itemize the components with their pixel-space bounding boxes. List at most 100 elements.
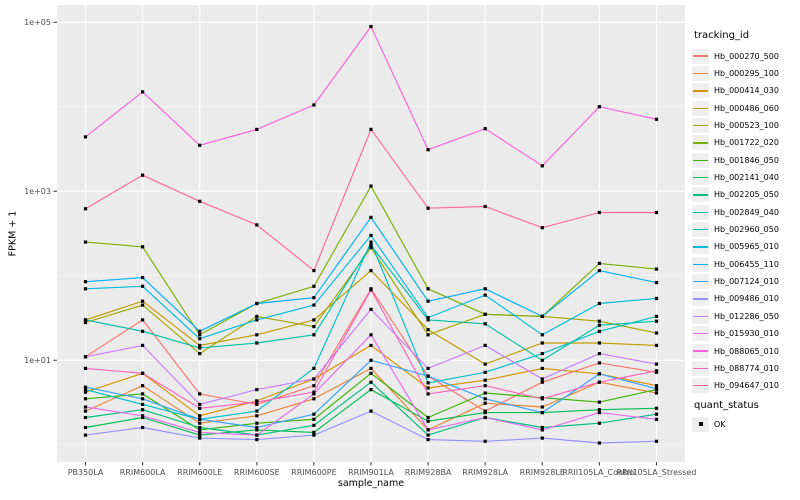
data-point — [654, 319, 659, 323]
data-point — [540, 411, 544, 415]
data-point — [369, 380, 373, 384]
legend-item-label: Hb_009486_010 — [714, 294, 779, 304]
legend-color-line — [693, 107, 708, 109]
legend-item-label: Hb_002849_040 — [714, 207, 779, 217]
legend-item: Hb_002205_050 — [692, 187, 798, 203]
data-point — [312, 103, 316, 107]
data-point — [369, 307, 373, 311]
data-point — [255, 314, 259, 318]
data-point — [426, 316, 430, 320]
data-point — [597, 319, 601, 323]
legend-item: Hb_000295_100 — [692, 65, 798, 82]
legend-item: Hb_012286_050 — [692, 308, 798, 324]
data-point — [83, 409, 88, 413]
legend-item-label: Hb_001722_020 — [714, 138, 779, 148]
data-point — [654, 331, 659, 335]
data-point — [198, 329, 202, 333]
data-point — [597, 301, 601, 306]
legend-item-label: Hb_088774_010 — [714, 363, 779, 373]
data-point — [426, 318, 430, 322]
legend-color-line — [693, 280, 708, 283]
data-point — [312, 397, 316, 401]
legend-item-label: Hb_001846_050 — [714, 155, 779, 165]
data-point — [597, 421, 601, 425]
legend-item: Hb_015930_010 — [692, 326, 798, 342]
legend-item: Hb_001846_050 — [692, 152, 798, 168]
data-point — [483, 370, 487, 374]
x-tick-label: RRIM901LA — [348, 468, 394, 477]
data-point — [540, 352, 544, 356]
y-tick-label: 1e+05 — [24, 18, 51, 27]
data-point — [654, 369, 659, 373]
data-point — [369, 24, 373, 29]
data-point — [654, 267, 659, 271]
legend-item: Hb_000414_030 — [692, 83, 798, 99]
data-point — [83, 135, 88, 139]
data-point — [540, 377, 544, 381]
data-point — [255, 301, 259, 306]
legend-title: tracking_id — [694, 30, 750, 41]
legend-key-line-icon — [692, 204, 709, 220]
data-point — [141, 299, 145, 303]
data-point — [654, 362, 659, 366]
data-point — [654, 210, 659, 215]
data-point — [83, 397, 88, 401]
data-point — [540, 436, 544, 440]
legend-items: Hb_000270_500 Hb_000295_100 Hb_000414_030 H… — [692, 48, 798, 394]
data-point — [654, 314, 659, 318]
data-point — [369, 288, 373, 292]
data-point — [426, 328, 430, 332]
data-point — [312, 384, 316, 388]
data-point — [369, 371, 373, 375]
data-point — [654, 343, 659, 347]
data-point — [369, 233, 373, 237]
legend-color-line — [693, 298, 708, 300]
data-point — [483, 415, 487, 420]
legend-item-label: Hb_002205_050 — [714, 190, 779, 200]
data-point — [540, 333, 544, 337]
legend-item-label: Hb_002960_050 — [714, 225, 779, 235]
data-point — [141, 284, 145, 288]
data-point — [141, 392, 145, 396]
data-point — [198, 428, 202, 432]
legend-key-line-icon — [692, 308, 709, 324]
legend-color-line — [693, 367, 708, 370]
legend-quant-status: quant_status OK — [692, 400, 798, 433]
x-tick-label: RRII105LA_Stressed — [617, 468, 697, 477]
legend-key-line-icon — [692, 239, 709, 255]
legend-color-line — [693, 263, 708, 265]
legend-key-line-icon — [692, 378, 709, 394]
data-point — [255, 341, 259, 345]
data-point — [426, 148, 430, 152]
data-point — [369, 127, 373, 131]
data-point — [83, 425, 88, 430]
data-point — [597, 105, 601, 109]
data-point — [654, 384, 659, 388]
legend-color-line — [693, 159, 708, 161]
legend-key-line-icon — [692, 48, 709, 64]
legend-item-ok: OK — [692, 416, 798, 432]
data-point — [369, 409, 373, 413]
legend-key-line-icon — [692, 100, 709, 116]
data-point — [540, 341, 544, 345]
data-point — [141, 329, 145, 333]
data-point — [255, 425, 259, 430]
data-point — [198, 430, 202, 434]
data-point — [540, 397, 544, 401]
data-point — [369, 366, 373, 370]
legend-item-label: Hb_007124_010 — [714, 277, 779, 287]
legend-key-line-icon — [692, 256, 709, 272]
data-point — [83, 366, 88, 370]
legend-color-line — [693, 176, 708, 179]
data-point — [255, 400, 259, 404]
data-point — [597, 352, 601, 356]
quant-status-key — [692, 416, 709, 432]
legend-key-line-icon — [692, 274, 709, 290]
data-point — [426, 428, 430, 432]
legend-color-line — [693, 211, 708, 213]
data-point — [654, 296, 659, 300]
data-point — [540, 314, 544, 318]
data-point — [198, 414, 202, 418]
legend-key-line-icon — [692, 83, 709, 99]
data-point — [426, 381, 430, 385]
